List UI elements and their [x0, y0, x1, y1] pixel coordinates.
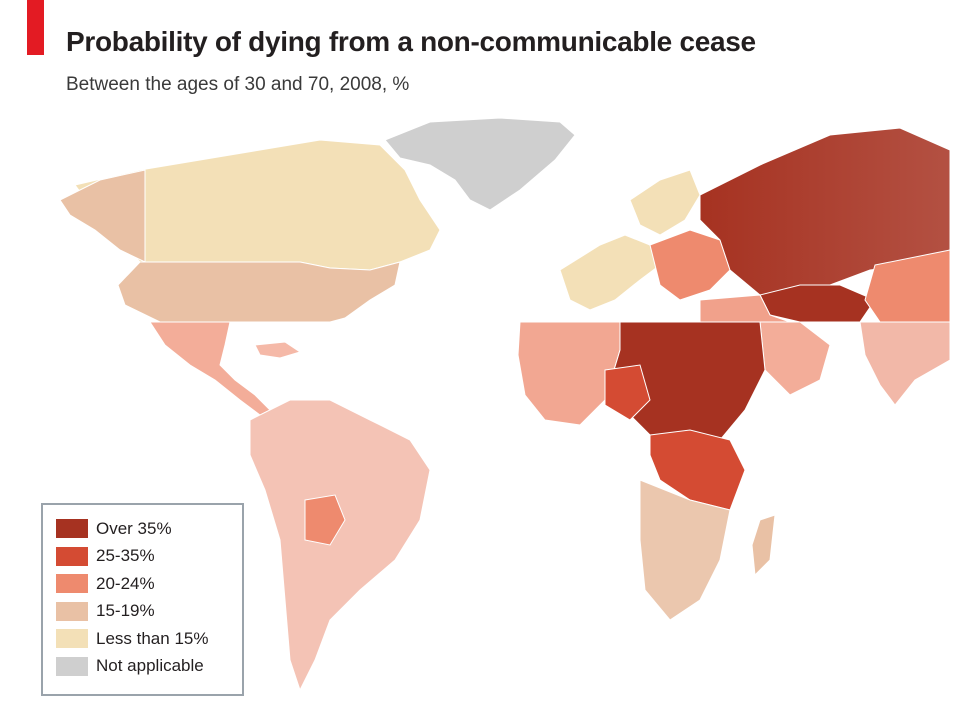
legend-item: 20-24%	[56, 570, 242, 598]
legend-swatch	[56, 546, 88, 566]
legend-item: 25-35%	[56, 543, 242, 571]
legend-label: Over 35%	[96, 518, 172, 538]
region-europe-west	[559, 234, 661, 311]
legend-swatch	[56, 601, 88, 621]
legend-swatch	[56, 519, 88, 539]
legend-item: Over 35%	[56, 515, 242, 543]
region-europe-east	[649, 229, 731, 301]
region-madagascar	[751, 514, 776, 577]
region-nigeria	[604, 364, 651, 421]
region-arabia-south-asia	[759, 321, 831, 396]
legend-label: 15-19%	[96, 601, 155, 621]
map-legend: Over 35% 25-35% 20-24% 15-19% Less than …	[41, 503, 244, 696]
legend-item: Less than 15%	[56, 625, 242, 653]
region-central-asia	[759, 284, 876, 323]
region-usa	[117, 261, 401, 323]
legend-swatch	[56, 574, 88, 594]
map-subtitle: Between the ages of 30 and 70, 2008, %	[66, 74, 410, 95]
region-middle-east	[699, 294, 791, 323]
region-russia	[699, 127, 951, 301]
region-scandinavia	[629, 169, 701, 236]
legend-swatch	[56, 656, 88, 676]
map-title: Probability of dying from a non-communic…	[66, 26, 756, 57]
region-greenland	[384, 117, 576, 211]
region-caribbean	[254, 341, 302, 359]
legend-item: Not applicable	[56, 653, 242, 681]
region-south-america	[249, 399, 431, 692]
legend-item: 15-19%	[56, 598, 242, 626]
legend-swatch	[56, 629, 88, 649]
region-india	[859, 321, 951, 406]
region-mexico-central-america	[149, 321, 271, 416]
region-bolivia	[304, 494, 346, 546]
legend-label: Not applicable	[96, 656, 204, 676]
legend-label: 25-35%	[96, 546, 155, 566]
accent-bar	[27, 0, 44, 55]
legend-label: Less than 15%	[96, 628, 209, 648]
region-alaska	[59, 169, 146, 263]
legend-label: 20-24%	[96, 573, 155, 593]
world-map	[59, 117, 951, 692]
region-southern-africa	[639, 479, 731, 621]
